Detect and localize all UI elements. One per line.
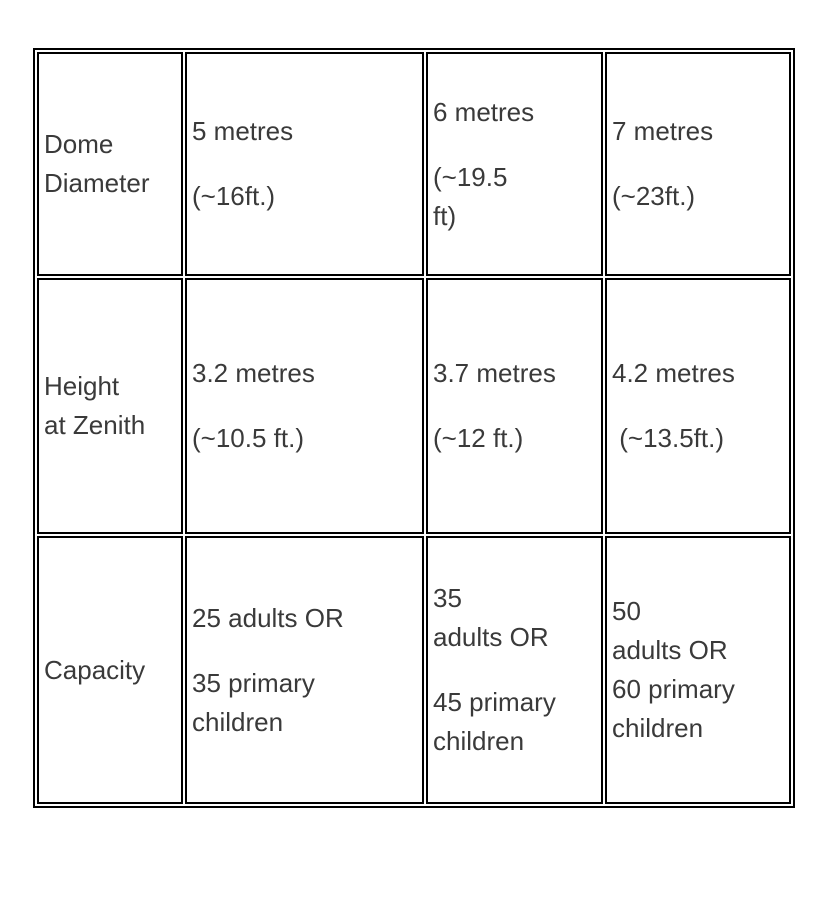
cell-paragraph: 25 adults OR [192,602,344,633]
cell-paragraph: 7 metres [612,116,714,146]
cell-capacity-6m: 35 adults OR 45 primary children [426,536,603,804]
cell-diameter-7m: 7 metres (~23ft.) [605,52,791,276]
cell-paragraph: Capacity [44,654,146,685]
cell-paragraph: 35 adults OR [433,583,549,652]
cell-capacity-5m: 25 adults OR 35 primary children [185,536,424,804]
cell-paragraph: (~23ft.) [612,181,696,211]
cell-height-5m: 3.2 metres (~10.5 ft.) [185,278,424,534]
table-row-dome-diameter: Dome Diameter 5 metres (~16ft.) 6 metres… [37,52,791,276]
cell-height-6m: 3.7 metres (~12 ft.) [426,278,603,534]
cell-paragraph: 50 adults OR 60 primary children [612,596,735,743]
cell-paragraph: 35 primary children [192,667,315,737]
row-label-capacity: Capacity [37,536,183,804]
cell-paragraph: Height at Zenith [44,371,146,440]
cell-paragraph: (~19.5 ft) [433,161,508,231]
table-row-capacity: Capacity 25 adults OR 35 primary childre… [37,536,791,804]
cell-paragraph: (~16ft.) [192,181,276,211]
cell-paragraph: 5 metres [192,116,294,146]
dome-specs-table: Dome Diameter 5 metres (~16ft.) 6 metres… [33,48,795,808]
cell-paragraph: 4.2 metres [612,358,735,388]
cell-paragraph: Dome Diameter [44,129,150,198]
cell-paragraph: 3.7 metres [433,358,556,388]
cell-paragraph: 3.2 metres [192,358,315,388]
cell-paragraph: 6 metres [433,96,535,127]
cell-capacity-7m: 50 adults OR 60 primary children [605,536,791,804]
cell-diameter-5m: 5 metres (~16ft.) [185,52,424,276]
cell-diameter-6m: 6 metres (~19.5 ft) [426,52,603,276]
cell-height-7m: 4.2 metres (~13.5ft.) [605,278,791,534]
cell-paragraph: (~10.5 ft.) [192,423,304,453]
cell-paragraph: (~13.5ft.) [612,423,724,453]
table-row-height-at-zenith: Height at Zenith 3.2 metres (~10.5 ft.) … [37,278,791,534]
cell-paragraph: (~12 ft.) [433,423,524,453]
row-label-dome-diameter: Dome Diameter [37,52,183,276]
cell-paragraph: 45 primary children [433,687,556,756]
row-label-height-at-zenith: Height at Zenith [37,278,183,534]
table-body: Dome Diameter 5 metres (~16ft.) 6 metres… [37,52,791,804]
